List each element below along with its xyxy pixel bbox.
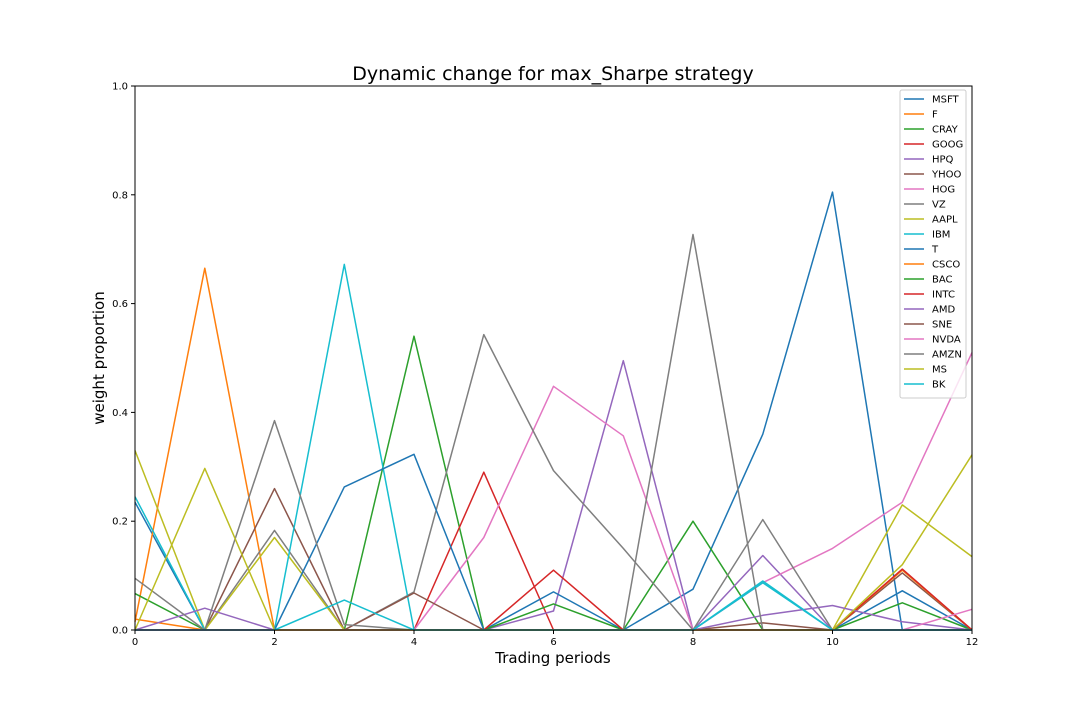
legend-label-hog: HOG xyxy=(932,185,955,196)
x-tick-label: 0 xyxy=(132,637,138,648)
legend-label-csco: CSCO xyxy=(932,260,960,271)
x-tick-label: 2 xyxy=(271,637,277,648)
y-tick-label: 0.2 xyxy=(112,517,128,528)
y-tick-label: 1.0 xyxy=(112,82,128,93)
y-tick-label: 0.0 xyxy=(112,626,128,637)
chart-title: Dynamic change for max_Sharpe strategy xyxy=(352,63,753,85)
legend-label-msft: MSFT xyxy=(932,95,960,106)
x-tick-label: 8 xyxy=(690,637,696,648)
x-axis-ticks: 0 2 4 6 8 10 12 xyxy=(132,630,979,648)
legend-label-bk: BK xyxy=(932,380,946,391)
x-tick-label: 6 xyxy=(550,637,556,648)
x-tick-label: 10 xyxy=(826,637,839,648)
x-tick-label: 12 xyxy=(966,637,979,648)
legend-label-bac: BAC xyxy=(932,275,953,286)
legend-label-nvda: NVDA xyxy=(932,335,961,346)
x-tick-label: 4 xyxy=(411,637,417,648)
legend-label-aapl: AAPL xyxy=(932,215,958,226)
legend-box xyxy=(899,89,967,399)
x-axis-label: Trading periods xyxy=(494,649,611,667)
legend: MSFT F CRAY GOOG HPQ YHOO HOG VZ AAPL IBM T CSCO BAC… xyxy=(899,89,967,399)
legend-label-t: T xyxy=(931,245,939,256)
legend-label-amd: AMD xyxy=(932,305,955,316)
legend-label-yhoo: YHOO xyxy=(931,170,961,181)
legend-label-ibm: IBM xyxy=(932,230,950,241)
y-tick-label: 0.6 xyxy=(112,299,128,310)
y-axis-label: weight proportion xyxy=(90,291,108,424)
legend-label-hpq: HPQ xyxy=(932,155,954,166)
legend-label-ms: MS xyxy=(932,365,947,376)
y-tick-label: 0.4 xyxy=(112,408,128,419)
legend-label-vz: VZ xyxy=(932,200,946,211)
y-axis-ticks: 0.0 0.2 0.4 0.6 0.8 1.0 xyxy=(112,82,135,637)
y-tick-label: 0.8 xyxy=(112,190,128,201)
legend-label-cray: CRAY xyxy=(932,125,959,136)
legend-label-amzn: AMZN xyxy=(932,350,962,361)
legend-label-intc: INTC xyxy=(932,290,955,301)
legend-label-goog: GOOG xyxy=(932,140,963,151)
legend-label-f: F xyxy=(932,110,938,121)
legend-label-sne: SNE xyxy=(932,320,952,331)
